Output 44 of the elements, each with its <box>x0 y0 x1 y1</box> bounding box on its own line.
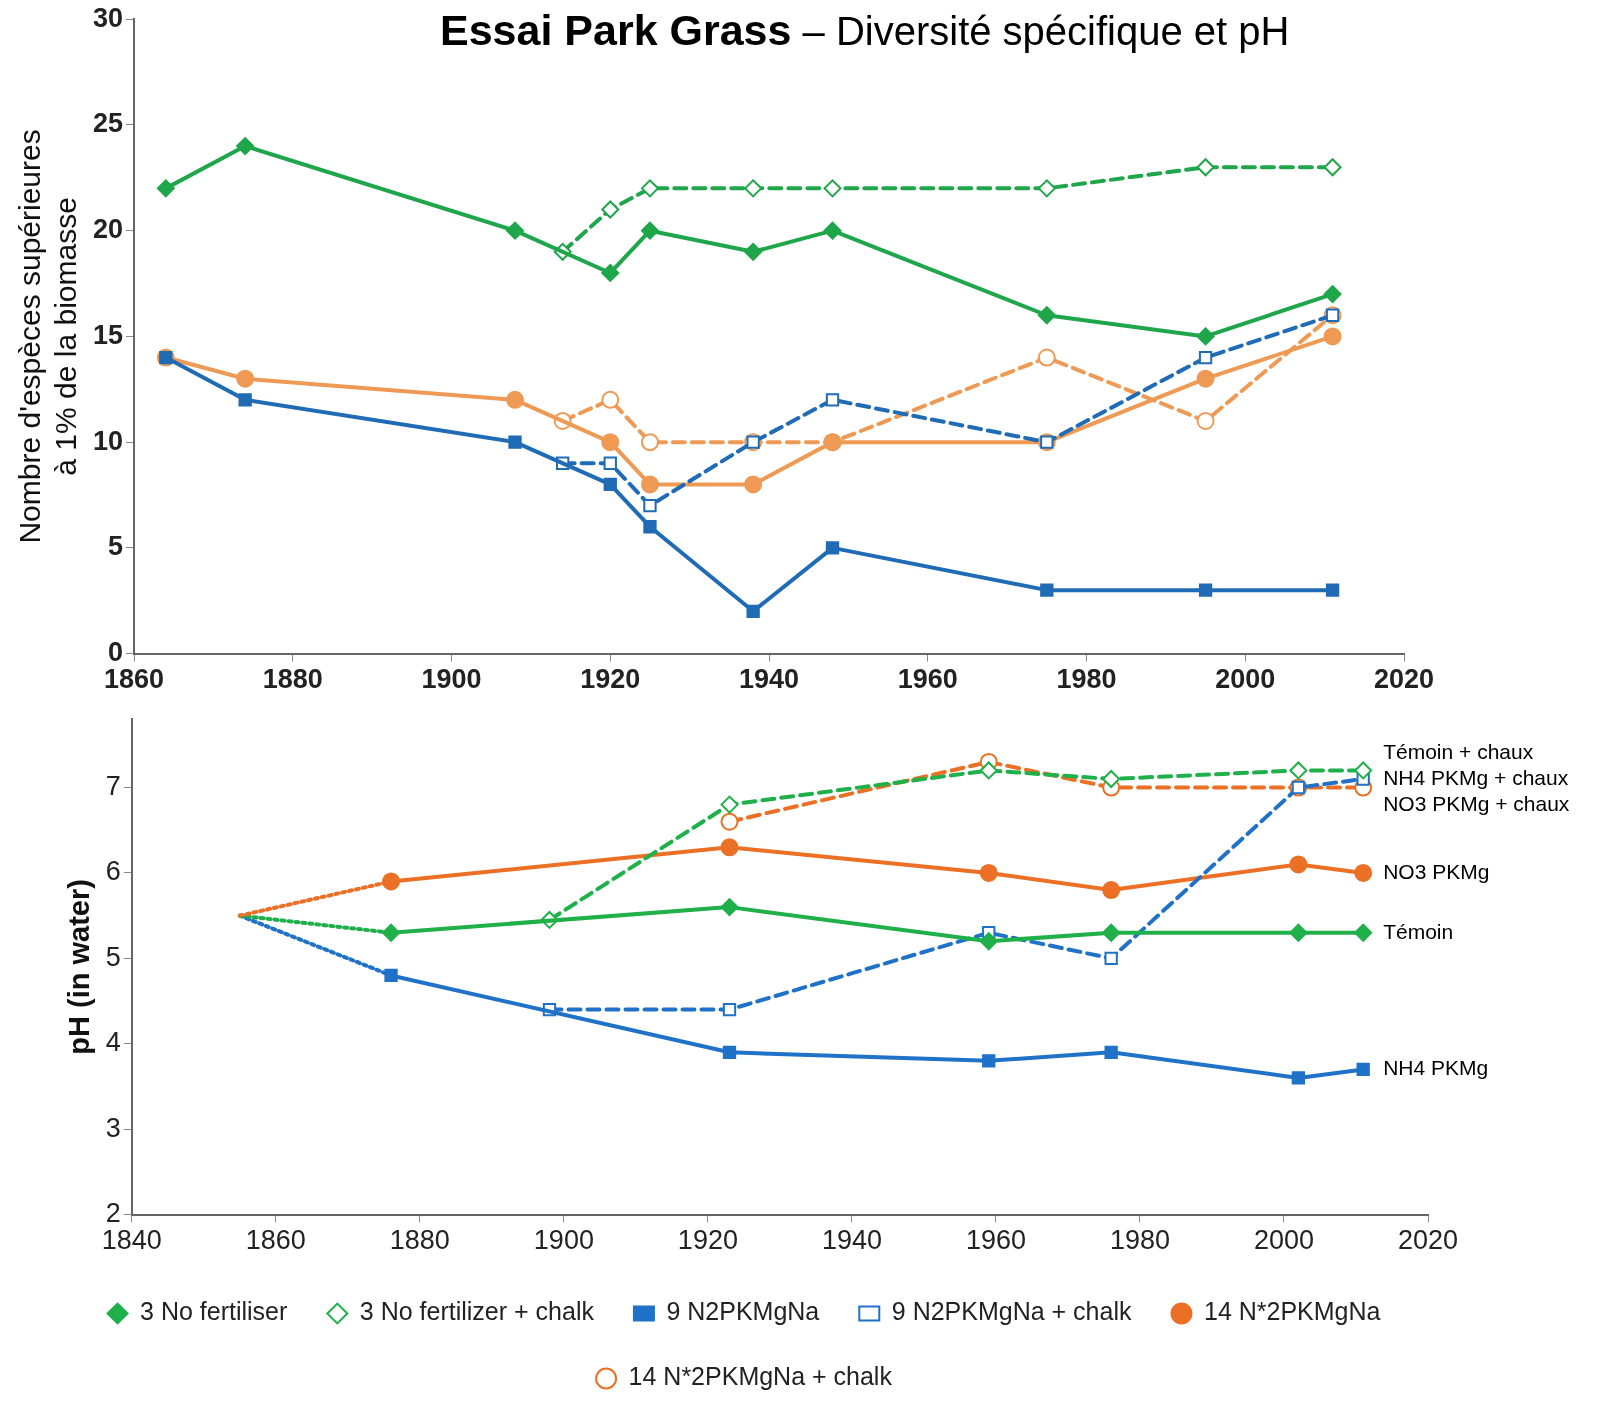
x-tick-label: 2020 <box>1397 1225 1459 1256</box>
x-tick-label: 1860 <box>245 1225 306 1256</box>
chart-subtitle: – Diversité spécifique et pH <box>801 9 1290 53</box>
x-tick-label: 1920 <box>580 664 641 695</box>
y-tick-label: 30 <box>92 2 124 33</box>
legend-label: 14 N*2PKMgNa <box>1203 1297 1381 1326</box>
y-tick-label: 7 <box>105 770 121 801</box>
x-tick-label: 2020 <box>1373 664 1435 695</box>
y-tick-label: 20 <box>92 214 124 245</box>
x-tick-label: 1940 <box>821 1225 882 1256</box>
x-tick-label: 1960 <box>897 664 958 695</box>
y-tick-label: 6 <box>105 856 121 887</box>
legend-label: 3 No fertiliser <box>140 1297 288 1326</box>
x-tick-label: 1880 <box>262 664 323 695</box>
y-axis-title: pH (in water) <box>63 879 96 1055</box>
y-tick-label: 15 <box>92 319 124 350</box>
x-tick-label: 1900 <box>533 1225 594 1256</box>
x-tick-label: 1900 <box>421 664 482 695</box>
legend-label: 3 No fertilizer + chalk <box>359 1297 595 1326</box>
annotation: NH4 PKMg <box>1383 1056 1489 1080</box>
x-tick-label: 2000 <box>1215 664 1276 695</box>
y-tick-label: 25 <box>92 108 124 139</box>
y-tick-label: 5 <box>108 531 124 562</box>
y-tick-label: 10 <box>92 425 124 456</box>
legend-label: 9 N2PKMgNa + chalk <box>891 1297 1132 1326</box>
y-tick-label: 5 <box>105 941 121 972</box>
annotation: Témoin <box>1383 919 1454 943</box>
legend-label: 9 N2PKMgNa <box>666 1297 820 1326</box>
y-tick-label: 3 <box>105 1112 121 1143</box>
x-tick-label: 1960 <box>965 1225 1026 1256</box>
x-tick-label: 1920 <box>677 1225 738 1256</box>
x-tick-label: 2000 <box>1253 1225 1315 1256</box>
x-tick-label: 1880 <box>389 1225 450 1256</box>
x-tick-label: 1940 <box>738 664 800 695</box>
y-axis-title: Nombre d'espèces supérieures à 1% de la biomasse <box>13 129 83 544</box>
annotation: NO3 PKMg + chaux <box>1383 791 1570 815</box>
legend-label: 14 N*2PKMgNa + chalk <box>628 1362 893 1391</box>
chart-title: Essai Park Grass <box>440 6 792 54</box>
annotation: NO3 PKMg <box>1383 859 1490 883</box>
annotation: Témoin + chaux <box>1383 739 1534 763</box>
x-tick-label: 1980 <box>1056 664 1117 695</box>
y-tick-label: 4 <box>105 1027 121 1058</box>
x-tick-label: 1980 <box>1109 1225 1170 1256</box>
annotation: NH4 PKMg + chaux <box>1383 765 1569 789</box>
